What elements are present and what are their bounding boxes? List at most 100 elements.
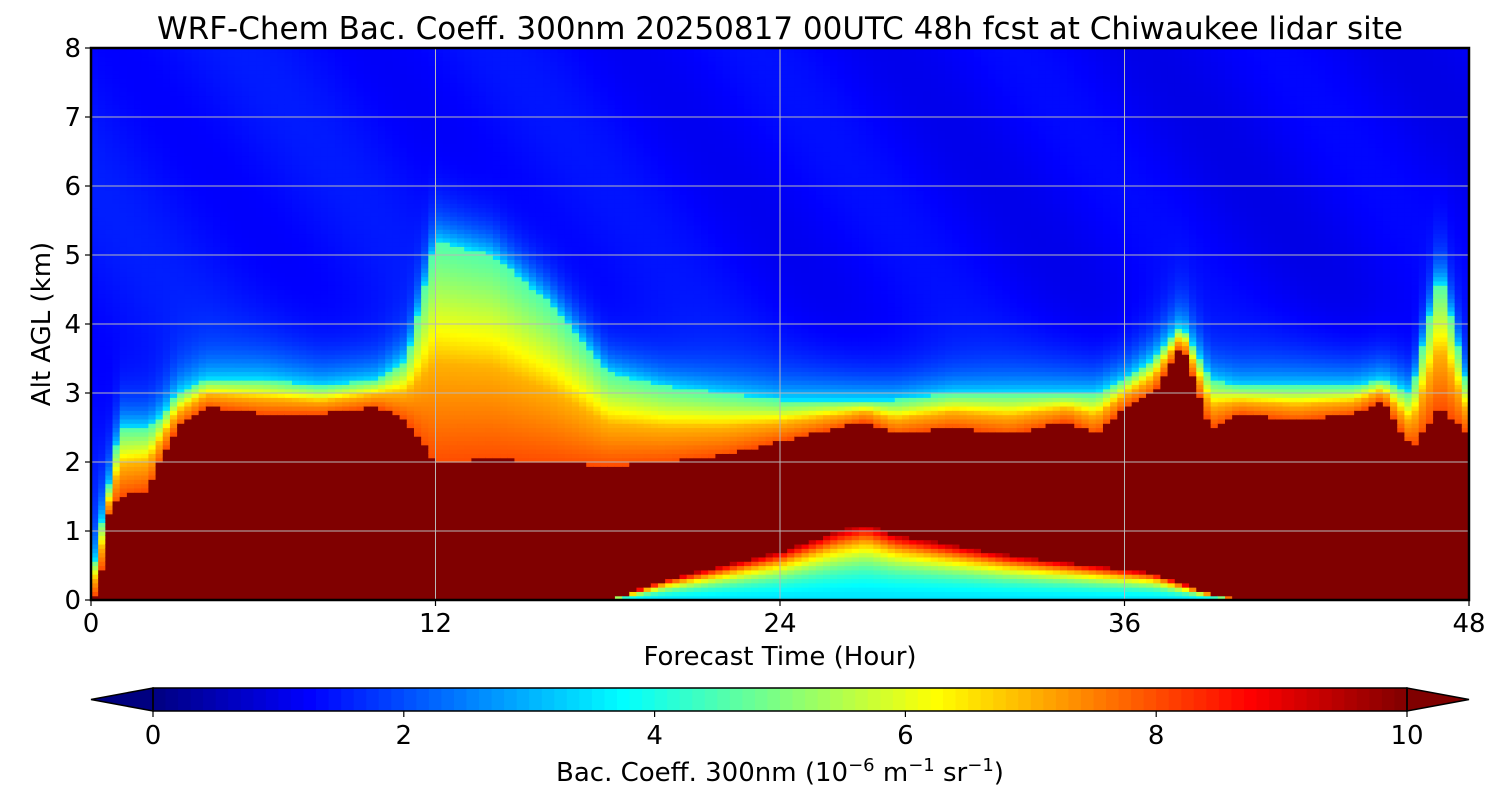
heatmap-cell <box>105 173 113 178</box>
heatmap-cell <box>105 488 113 493</box>
heatmap-cell <box>148 376 156 381</box>
heatmap-cell <box>120 190 128 195</box>
heatmap-cell <box>105 70 113 75</box>
heatmap-cell <box>127 130 135 135</box>
heatmap-cell <box>120 402 128 407</box>
heatmap-cell <box>127 371 135 376</box>
heatmap-cell <box>170 440 178 445</box>
heatmap-cell <box>177 177 185 182</box>
heatmap-cell <box>98 406 106 411</box>
heatmap-cell <box>113 462 121 467</box>
heatmap-cell <box>141 578 149 583</box>
heatmap-cell <box>105 367 113 372</box>
heatmap-cell <box>170 264 178 269</box>
heatmap-cell <box>141 583 149 588</box>
heatmap-cell <box>148 324 156 329</box>
heatmap-cell <box>170 557 178 562</box>
heatmap-cell <box>141 255 149 260</box>
heatmap-cell <box>177 61 185 66</box>
heatmap-cell <box>134 406 142 411</box>
heatmap-cell <box>170 315 178 320</box>
heatmap-cell <box>98 177 106 182</box>
heatmap-cell <box>156 393 164 398</box>
heatmap-cell <box>184 514 192 519</box>
heatmap-cell <box>134 548 142 553</box>
heatmap-cell <box>156 449 164 454</box>
heatmap-cell <box>120 281 128 286</box>
heatmap-cell <box>120 233 128 238</box>
heatmap-cell <box>170 328 178 333</box>
heatmap-cell <box>98 277 106 282</box>
heatmap-cell <box>113 264 121 269</box>
heatmap-cell <box>134 380 142 385</box>
heatmap-cell <box>113 285 121 290</box>
heatmap-cell <box>113 583 121 588</box>
heatmap-cell <box>141 591 149 596</box>
heatmap-cell <box>113 406 121 411</box>
heatmap-cell <box>113 186 121 191</box>
heatmap-cell <box>113 57 121 62</box>
heatmap-cell <box>170 359 178 364</box>
heatmap-cell <box>127 121 135 126</box>
heatmap-cell <box>170 121 178 126</box>
heatmap-cell <box>105 350 113 355</box>
heatmap-cell <box>148 307 156 312</box>
heatmap-cell <box>113 574 121 579</box>
heatmap-cell <box>105 471 113 476</box>
heatmap-cell <box>163 509 171 514</box>
heatmap-cell <box>148 225 156 230</box>
heatmap-cell <box>163 514 171 519</box>
heatmap-cell <box>127 346 135 351</box>
heatmap-cell <box>156 367 164 372</box>
heatmap-cell <box>163 216 171 221</box>
heatmap-cell <box>156 203 164 208</box>
heatmap-cell <box>156 117 164 122</box>
heatmap-cell <box>105 298 113 303</box>
heatmap-cell <box>170 208 178 213</box>
heatmap-cell <box>141 143 149 148</box>
heatmap-cell <box>148 108 156 113</box>
heatmap-cell <box>134 479 142 484</box>
heatmap-cell <box>184 505 192 510</box>
heatmap-cell <box>156 315 164 320</box>
heatmap-cell <box>113 91 121 96</box>
heatmap-cell <box>163 143 171 148</box>
heatmap-cell <box>141 346 149 351</box>
heatmap-cell <box>170 462 178 467</box>
heatmap-cell <box>163 354 171 359</box>
heatmap-cell <box>141 406 149 411</box>
heatmap-cell <box>148 570 156 575</box>
heatmap-cell <box>120 380 128 385</box>
heatmap-cell <box>134 488 142 493</box>
heatmap-cell <box>170 514 178 519</box>
heatmap-cell <box>141 566 149 571</box>
heatmap-cell <box>148 74 156 79</box>
heatmap-cell <box>134 393 142 398</box>
heatmap-cell <box>170 255 178 260</box>
heatmap-cell <box>134 95 142 100</box>
heatmap-cell <box>105 337 113 342</box>
heatmap-cell <box>127 324 135 329</box>
heatmap-cell <box>134 574 142 579</box>
heatmap-cell <box>184 574 192 579</box>
heatmap-cell <box>141 83 149 88</box>
heatmap-cell <box>141 104 149 109</box>
heatmap-cell <box>156 164 164 169</box>
heatmap-cell <box>156 475 164 480</box>
heatmap-cell <box>120 518 128 523</box>
heatmap-cell <box>177 505 185 510</box>
heatmap-cell <box>177 134 185 139</box>
heatmap-cell <box>134 156 142 161</box>
heatmap-cell <box>170 337 178 342</box>
heatmap-cell <box>163 440 171 445</box>
heatmap-cell <box>170 428 178 433</box>
heatmap-cell <box>156 553 164 558</box>
heatmap-cell <box>184 497 192 502</box>
heatmap-cell <box>141 432 149 437</box>
heatmap-cell <box>184 453 192 458</box>
heatmap-cell <box>134 203 142 208</box>
heatmap-cell <box>163 74 171 79</box>
heatmap-cell <box>177 591 185 596</box>
heatmap-cell <box>98 367 106 372</box>
heatmap-cell <box>105 117 113 122</box>
